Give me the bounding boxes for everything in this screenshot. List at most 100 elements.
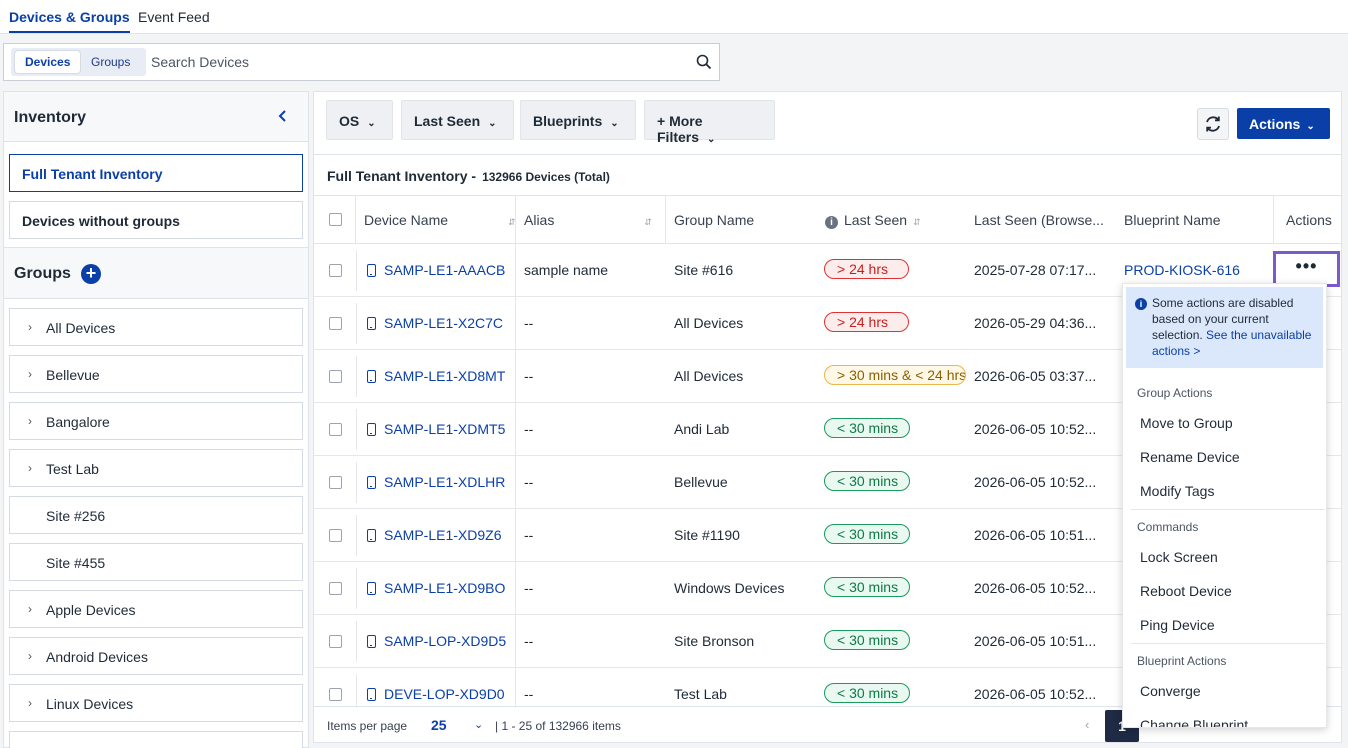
device-name-link[interactable]: SAMP-LE1-XD8MT <box>367 368 505 384</box>
search-icon[interactable] <box>696 54 712 70</box>
more-filters-button[interactable]: + More Filters ⌄ <box>644 100 775 145</box>
inventory-full-tenant[interactable]: Full Tenant Inventory <box>9 154 303 192</box>
sort-icon[interactable]: ⇵ <box>508 217 516 227</box>
device-name-link[interactable]: SAMP-LE1-XD9BO <box>367 580 505 596</box>
group-cell: Test Lab <box>674 686 727 702</box>
row-checkbox[interactable] <box>329 423 342 436</box>
inventory-title: Inventory <box>14 109 87 126</box>
unavailable-actions-link[interactable]: See the unavailable actions > <box>1152 328 1312 358</box>
device-name-link[interactable]: DEVE-LOP-XD9D0 <box>367 686 505 702</box>
column-divider <box>356 462 357 503</box>
group-item-site-256[interactable]: Site #256 <box>9 496 303 534</box>
group-item-linux-devices[interactable]: › Linux Devices <box>9 684 303 722</box>
row-actions-more-button[interactable]: ••• <box>1273 251 1340 287</box>
scope-groups-button[interactable]: Groups <box>91 55 131 69</box>
menu-divider <box>1131 643 1325 644</box>
status-badge: < 30 mins <box>824 683 910 703</box>
previous-page-icon[interactable]: ‹ <box>1085 717 1090 732</box>
status-badge: < 30 mins <box>824 418 910 438</box>
filter-last-seen-button[interactable]: Last Seen ⌄ <box>401 100 514 140</box>
tab-devices-groups[interactable]: Devices & Groups <box>9 9 130 33</box>
sort-icon[interactable]: ⇵ <box>644 217 652 227</box>
actions-button[interactable]: Actions ⌄ <box>1237 108 1330 139</box>
group-item-partial[interactable] <box>9 731 303 748</box>
group-label: All Devices <box>46 320 116 336</box>
device-name-link[interactable]: SAMP-LE1-XD9Z6 <box>367 527 501 543</box>
col-group-name[interactable]: Group Name <box>674 212 755 228</box>
menu-item-converge[interactable]: Converge <box>1140 683 1201 699</box>
notice-text: Some actions are disabled based on your … <box>1152 296 1294 342</box>
device-name-link[interactable]: SAMP-LE1-XDMT5 <box>367 421 505 437</box>
menu-item-lock-screen[interactable]: Lock Screen <box>1140 549 1218 565</box>
group-label: Site #256 <box>46 508 106 524</box>
row-checkbox[interactable] <box>329 317 342 330</box>
menu-item-modify-tags[interactable]: Modify Tags <box>1140 483 1215 499</box>
filter-blueprints-button[interactable]: Blueprints ⌄ <box>520 100 636 140</box>
menu-item-move-to-group[interactable]: Move to Group <box>1140 415 1233 431</box>
device-name-link[interactable]: SAMP-LE1-XDLHR <box>367 474 505 490</box>
menu-section-blueprint-actions: Blueprint Actions <box>1137 654 1227 668</box>
col-label: Device Name <box>364 212 449 228</box>
group-item-bangalore[interactable]: › Bangalore <box>9 402 303 440</box>
col-last-seen-browser[interactable]: Last Seen (Browse... <box>974 212 1104 228</box>
row-checkbox[interactable] <box>329 529 342 542</box>
group-label: Test Lab <box>46 461 99 477</box>
group-item-site-455[interactable]: Site #455 <box>9 543 303 581</box>
search-input[interactable] <box>151 48 681 76</box>
row-checkbox[interactable] <box>329 688 342 701</box>
select-all-checkbox[interactable] <box>329 213 342 226</box>
tab-event-feed[interactable]: Event Feed <box>138 9 210 25</box>
device-name-link[interactable]: SAMP-LOP-XD9D5 <box>367 633 506 649</box>
group-item-android-devices[interactable]: › Android Devices <box>9 637 303 675</box>
col-blueprint-name[interactable]: Blueprint Name <box>1124 212 1221 228</box>
group-item-all-devices[interactable]: › All Devices <box>9 308 303 346</box>
row-checkbox[interactable] <box>329 476 342 489</box>
group-item-apple-devices[interactable]: › Apple Devices <box>9 590 303 628</box>
inventory-panel: Inventory Full Tenant Inventory Devices … <box>3 91 309 748</box>
chevron-right-icon[interactable]: › <box>28 367 32 381</box>
info-icon[interactable]: i <box>825 216 838 229</box>
col-device-name[interactable]: Device Name ⇵ <box>364 212 516 228</box>
filter-os-button[interactable]: OS ⌄ <box>326 100 393 140</box>
collapse-panel-icon[interactable] <box>276 109 290 123</box>
chevron-right-icon[interactable]: › <box>28 649 32 663</box>
group-item-test-lab[interactable]: › Test Lab <box>9 449 303 487</box>
col-last-seen[interactable]: i Last Seen ⇵ <box>825 212 921 229</box>
blueprint-link[interactable]: PROD-KIOSK-616 <box>1124 262 1240 278</box>
chevron-down-icon: ⌄ <box>707 134 716 145</box>
device-name-link[interactable]: SAMP-LE1-AAACB <box>367 262 505 278</box>
chevron-right-icon[interactable]: › <box>28 320 32 334</box>
row-checkbox[interactable] <box>329 582 342 595</box>
menu-item-reboot-device[interactable]: Reboot Device <box>1140 583 1232 599</box>
chevron-right-icon[interactable]: › <box>28 461 32 475</box>
row-checkbox[interactable] <box>329 635 342 648</box>
column-divider <box>515 196 516 244</box>
col-alias[interactable]: Alias ⇵ <box>524 212 652 228</box>
menu-item-ping-device[interactable]: Ping Device <box>1140 617 1215 633</box>
chevron-right-icon[interactable]: › <box>28 414 32 428</box>
sort-icon[interactable]: ⇵ <box>913 217 921 227</box>
device-name: SAMP-LE1-XDLHR <box>384 474 506 490</box>
items-per-page-select[interactable]: 25 <box>431 717 447 733</box>
chevron-down-icon: ⌄ <box>488 118 497 129</box>
inventory-without-groups[interactable]: Devices without groups <box>9 201 303 239</box>
row-checkbox[interactable] <box>329 370 342 383</box>
column-divider <box>356 409 357 450</box>
group-item-bellevue[interactable]: › Bellevue <box>9 355 303 393</box>
last-seen-cell: 2026-06-05 10:52... <box>974 580 1097 596</box>
chevron-down-icon[interactable]: ⌄ <box>474 719 484 731</box>
chevron-right-icon[interactable]: › <box>28 696 32 710</box>
scope-devices-button[interactable]: Devices <box>15 51 81 73</box>
menu-item-rename-device[interactable]: Rename Device <box>1140 449 1240 465</box>
device-name-link[interactable]: SAMP-LE1-X2C7C <box>367 315 503 331</box>
row-checkbox[interactable] <box>329 264 342 277</box>
inventory-header: Inventory <box>4 92 308 142</box>
device-icon <box>367 423 376 436</box>
refresh-button[interactable] <box>1197 108 1229 140</box>
add-group-button[interactable]: + <box>81 264 101 284</box>
chevron-right-icon[interactable]: › <box>28 602 32 616</box>
menu-item-change-blueprint[interactable]: Change Blueprint <box>1140 717 1249 728</box>
column-divider <box>515 509 516 562</box>
column-divider <box>356 674 357 715</box>
chevron-down-icon: ⌄ <box>367 118 376 129</box>
